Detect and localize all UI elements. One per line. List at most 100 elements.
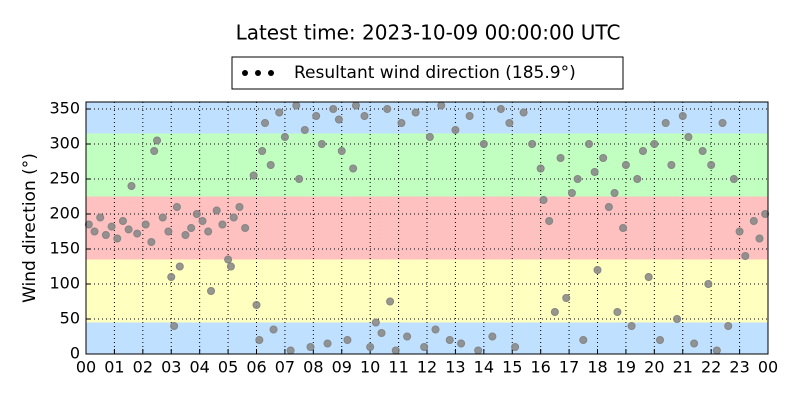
data-point	[519, 108, 528, 117]
data-point	[207, 287, 216, 295]
x-tick-label: 06	[246, 358, 266, 377]
x-tick-label: 02	[133, 358, 153, 377]
data-point	[147, 238, 156, 246]
data-point	[599, 154, 608, 162]
data-point	[690, 339, 699, 348]
data-point	[511, 343, 520, 351]
data-point	[593, 266, 602, 274]
data-point	[366, 343, 375, 351]
data-point	[323, 339, 332, 348]
x-tick-label: 05	[218, 358, 238, 377]
x-tick-label: 03	[161, 358, 181, 377]
data-point	[175, 262, 184, 271]
x-tick-label: 01	[104, 358, 124, 377]
data-point	[172, 203, 181, 211]
data-point	[101, 231, 110, 239]
data-point	[496, 105, 505, 113]
data-point	[704, 280, 713, 288]
data-point	[604, 203, 613, 211]
data-point	[127, 182, 136, 190]
data-point	[275, 108, 284, 117]
x-tick-label: 04	[189, 358, 209, 377]
x-tick-label: 14	[474, 358, 494, 377]
data-point	[337, 147, 346, 155]
data-point	[334, 115, 343, 124]
data-point	[698, 147, 707, 155]
data-point	[567, 189, 576, 197]
data-point	[735, 227, 744, 236]
data-point	[761, 210, 770, 218]
chart-title: Latest time: 2023-10-09 00:00:00 UTC	[236, 21, 621, 45]
x-tick-label: 12	[417, 358, 437, 377]
data-point	[590, 168, 599, 176]
x-tick-label: 00	[758, 358, 778, 377]
legend-box	[231, 56, 624, 90]
data-point	[192, 210, 201, 218]
x-tick-label: 11	[388, 358, 408, 377]
x-tick-label: 00	[76, 358, 96, 377]
data-point	[420, 343, 429, 351]
data-point	[261, 119, 270, 127]
y-tick-label: 350	[49, 99, 80, 118]
data-point	[295, 175, 304, 183]
x-tick-label: 16	[530, 358, 550, 377]
data-point	[562, 294, 571, 302]
y-tick-label: 300	[49, 134, 80, 153]
x-tick-label: 09	[332, 358, 352, 377]
data-point	[90, 227, 99, 236]
x-tick-label: 21	[673, 358, 693, 377]
data-point	[550, 308, 559, 316]
data-point	[226, 262, 235, 271]
data-point	[445, 336, 454, 344]
data-point	[465, 112, 474, 120]
data-point	[712, 346, 721, 355]
data-point	[661, 119, 670, 127]
data-point	[610, 189, 619, 197]
data-point	[539, 196, 548, 204]
data-point	[187, 224, 196, 232]
data-point	[644, 273, 653, 281]
data-point	[684, 133, 693, 141]
data-point	[164, 227, 173, 236]
data-point	[724, 322, 733, 330]
data-point	[431, 325, 440, 334]
data-point	[386, 297, 395, 306]
y-tick-label: 50	[60, 309, 80, 328]
data-point	[306, 343, 315, 351]
data-point	[312, 112, 321, 120]
data-point	[556, 154, 565, 162]
data-point	[678, 112, 687, 120]
data-point	[536, 164, 545, 173]
data-point	[383, 105, 392, 113]
data-point	[317, 140, 326, 148]
data-point	[329, 105, 338, 113]
data-point	[650, 140, 659, 148]
data-point	[212, 206, 221, 215]
y-tick-label: 150	[49, 239, 80, 258]
data-point	[479, 140, 488, 148]
plot-frame	[85, 101, 769, 355]
data-point	[204, 227, 213, 236]
data-point	[621, 161, 630, 169]
x-tick-label: 20	[644, 358, 664, 377]
y-tick-label: 200	[49, 204, 80, 223]
data-point	[266, 161, 275, 169]
x-tick-label: 08	[303, 358, 323, 377]
data-point	[457, 339, 466, 348]
data-point	[488, 332, 497, 341]
data-point	[167, 273, 176, 281]
legend-marker	[268, 70, 274, 76]
data-point	[673, 315, 682, 323]
data-point	[292, 101, 301, 110]
legend-label: Resultant wind direction (185.9°)	[294, 63, 576, 83]
data-point	[656, 336, 665, 344]
legend-marker	[255, 70, 261, 76]
data-point	[579, 336, 588, 344]
data-point	[403, 332, 412, 341]
data-point	[113, 234, 122, 243]
data-point	[755, 234, 764, 243]
x-tick-label: 10	[360, 358, 380, 377]
data-point	[377, 329, 386, 337]
data-point	[707, 161, 716, 169]
